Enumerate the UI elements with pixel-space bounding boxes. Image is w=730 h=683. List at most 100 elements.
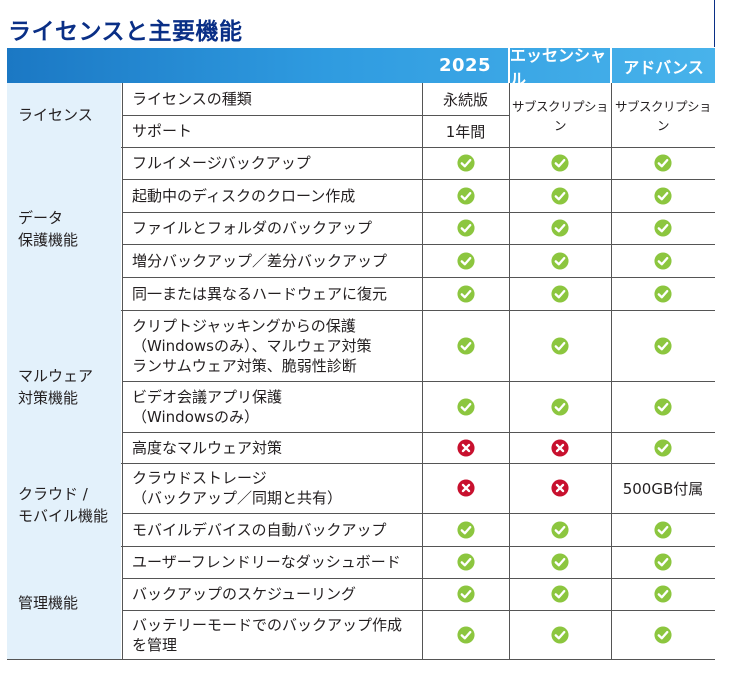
check-icon <box>654 625 672 644</box>
value-cell: 1年間 <box>445 122 486 141</box>
row-divider <box>122 610 715 611</box>
value-cell <box>509 212 611 244</box>
check-icon <box>654 520 672 539</box>
feature-label: ユーザーフレンドリーなダッシュボード <box>132 553 401 571</box>
check-icon <box>551 251 569 270</box>
value-cell: 永続版 <box>442 90 488 109</box>
column-header-advanced: アドバンス <box>623 57 704 77</box>
value-cell <box>422 513 509 546</box>
page-title: ライセンスと主要機能 <box>8 19 243 45</box>
feature-label: ファイルとフォルダのバックアップ <box>132 219 373 237</box>
feature-label: モバイルデバイスの自動バックアップ <box>132 520 387 539</box>
row-divider <box>122 212 715 213</box>
header-divider <box>610 48 612 83</box>
check-icon <box>551 284 569 303</box>
value-cell <box>509 610 611 659</box>
value-cell <box>611 610 715 659</box>
table-header-bar <box>7 48 715 83</box>
check-icon <box>551 585 569 603</box>
row-divider <box>122 578 715 579</box>
check-icon <box>456 154 475 172</box>
value-cell <box>611 513 715 546</box>
row-divider <box>7 463 715 464</box>
check-icon <box>456 186 475 205</box>
check-icon <box>551 625 569 644</box>
category-label: 管理機能 <box>7 546 121 659</box>
value-cell <box>509 578 611 610</box>
check-icon <box>654 154 672 172</box>
row-divider <box>7 546 715 547</box>
check-icon <box>551 186 569 205</box>
row-divider <box>122 115 509 116</box>
value-cell: サブスクリプション <box>511 99 609 133</box>
feature-label: 起動中のディスクのクローン作成 <box>132 186 356 205</box>
feature-label: ライセンスの種類 <box>132 90 252 108</box>
value-cell <box>509 147 611 179</box>
value-cell <box>611 432 715 463</box>
value-cell <box>611 578 715 610</box>
feature-label: 高度なマルウェア対策 <box>132 438 283 457</box>
value-cell <box>422 610 509 659</box>
check-icon <box>551 397 569 416</box>
category-label: クラウド / モバイル機能 <box>7 463 121 546</box>
check-icon <box>456 219 475 237</box>
column-header-2025: 2025 <box>438 55 492 76</box>
check-icon <box>551 520 569 539</box>
category-label: データ 保護機能 <box>7 147 121 310</box>
value-cell <box>509 546 611 578</box>
feature-label: バックアップのスケジューリング <box>132 585 356 603</box>
value-cell <box>611 147 715 179</box>
value-cell <box>611 310 715 381</box>
feature-label: クラウドストレージ （バックアップ／同期と共有） <box>132 469 343 507</box>
value-cell <box>422 310 509 381</box>
value-cell <box>509 179 611 212</box>
row-divider <box>122 513 715 514</box>
value-cell <box>422 147 509 179</box>
row-divider <box>122 179 715 180</box>
value-cell <box>611 546 715 578</box>
cross-icon <box>551 438 569 457</box>
value-cell <box>611 212 715 244</box>
check-icon <box>654 438 672 457</box>
value-cell <box>611 179 715 212</box>
check-icon <box>456 284 475 303</box>
column-header-essential: エッセンシャル <box>510 45 607 89</box>
header-divider <box>508 48 510 83</box>
feature-label: ビデオ会議アプリ保護 （Windowsのみ） <box>132 387 283 426</box>
value-cell <box>422 179 509 212</box>
feature-label: バッテリーモードでのバックアップ作成 を管理 <box>132 615 403 654</box>
value-cell <box>509 513 611 546</box>
check-icon <box>456 553 475 571</box>
value-cell <box>422 381 509 432</box>
value-cell <box>611 381 715 432</box>
page-edge-line <box>714 0 715 47</box>
row-divider <box>7 310 715 311</box>
column-divider <box>611 83 612 659</box>
value-cell <box>611 244 715 277</box>
value-cell: 500GB付属 <box>622 479 704 498</box>
check-icon <box>551 553 569 571</box>
row-divider <box>122 277 715 278</box>
category-label: マルウェア 対策機能 <box>7 310 121 463</box>
value-cell: サブスクリプション <box>614 99 712 133</box>
check-icon <box>456 251 475 270</box>
check-icon <box>456 397 475 416</box>
check-icon <box>551 154 569 172</box>
check-icon <box>551 336 569 355</box>
value-cell <box>422 463 509 513</box>
feature-label: サポート <box>132 122 193 140</box>
value-cell <box>509 244 611 277</box>
check-icon <box>456 585 475 603</box>
value-cell <box>509 381 611 432</box>
value-cell <box>611 277 715 310</box>
check-icon <box>456 520 475 539</box>
column-divider <box>509 83 510 659</box>
value-cell <box>422 578 509 610</box>
feature-label: フルイメージバックアップ <box>132 154 311 172</box>
value-cell <box>422 244 509 277</box>
check-icon <box>654 585 672 603</box>
value-cell <box>509 310 611 381</box>
category-label: ライセンス <box>7 83 121 147</box>
column-divider <box>122 83 123 659</box>
check-icon <box>654 284 672 303</box>
